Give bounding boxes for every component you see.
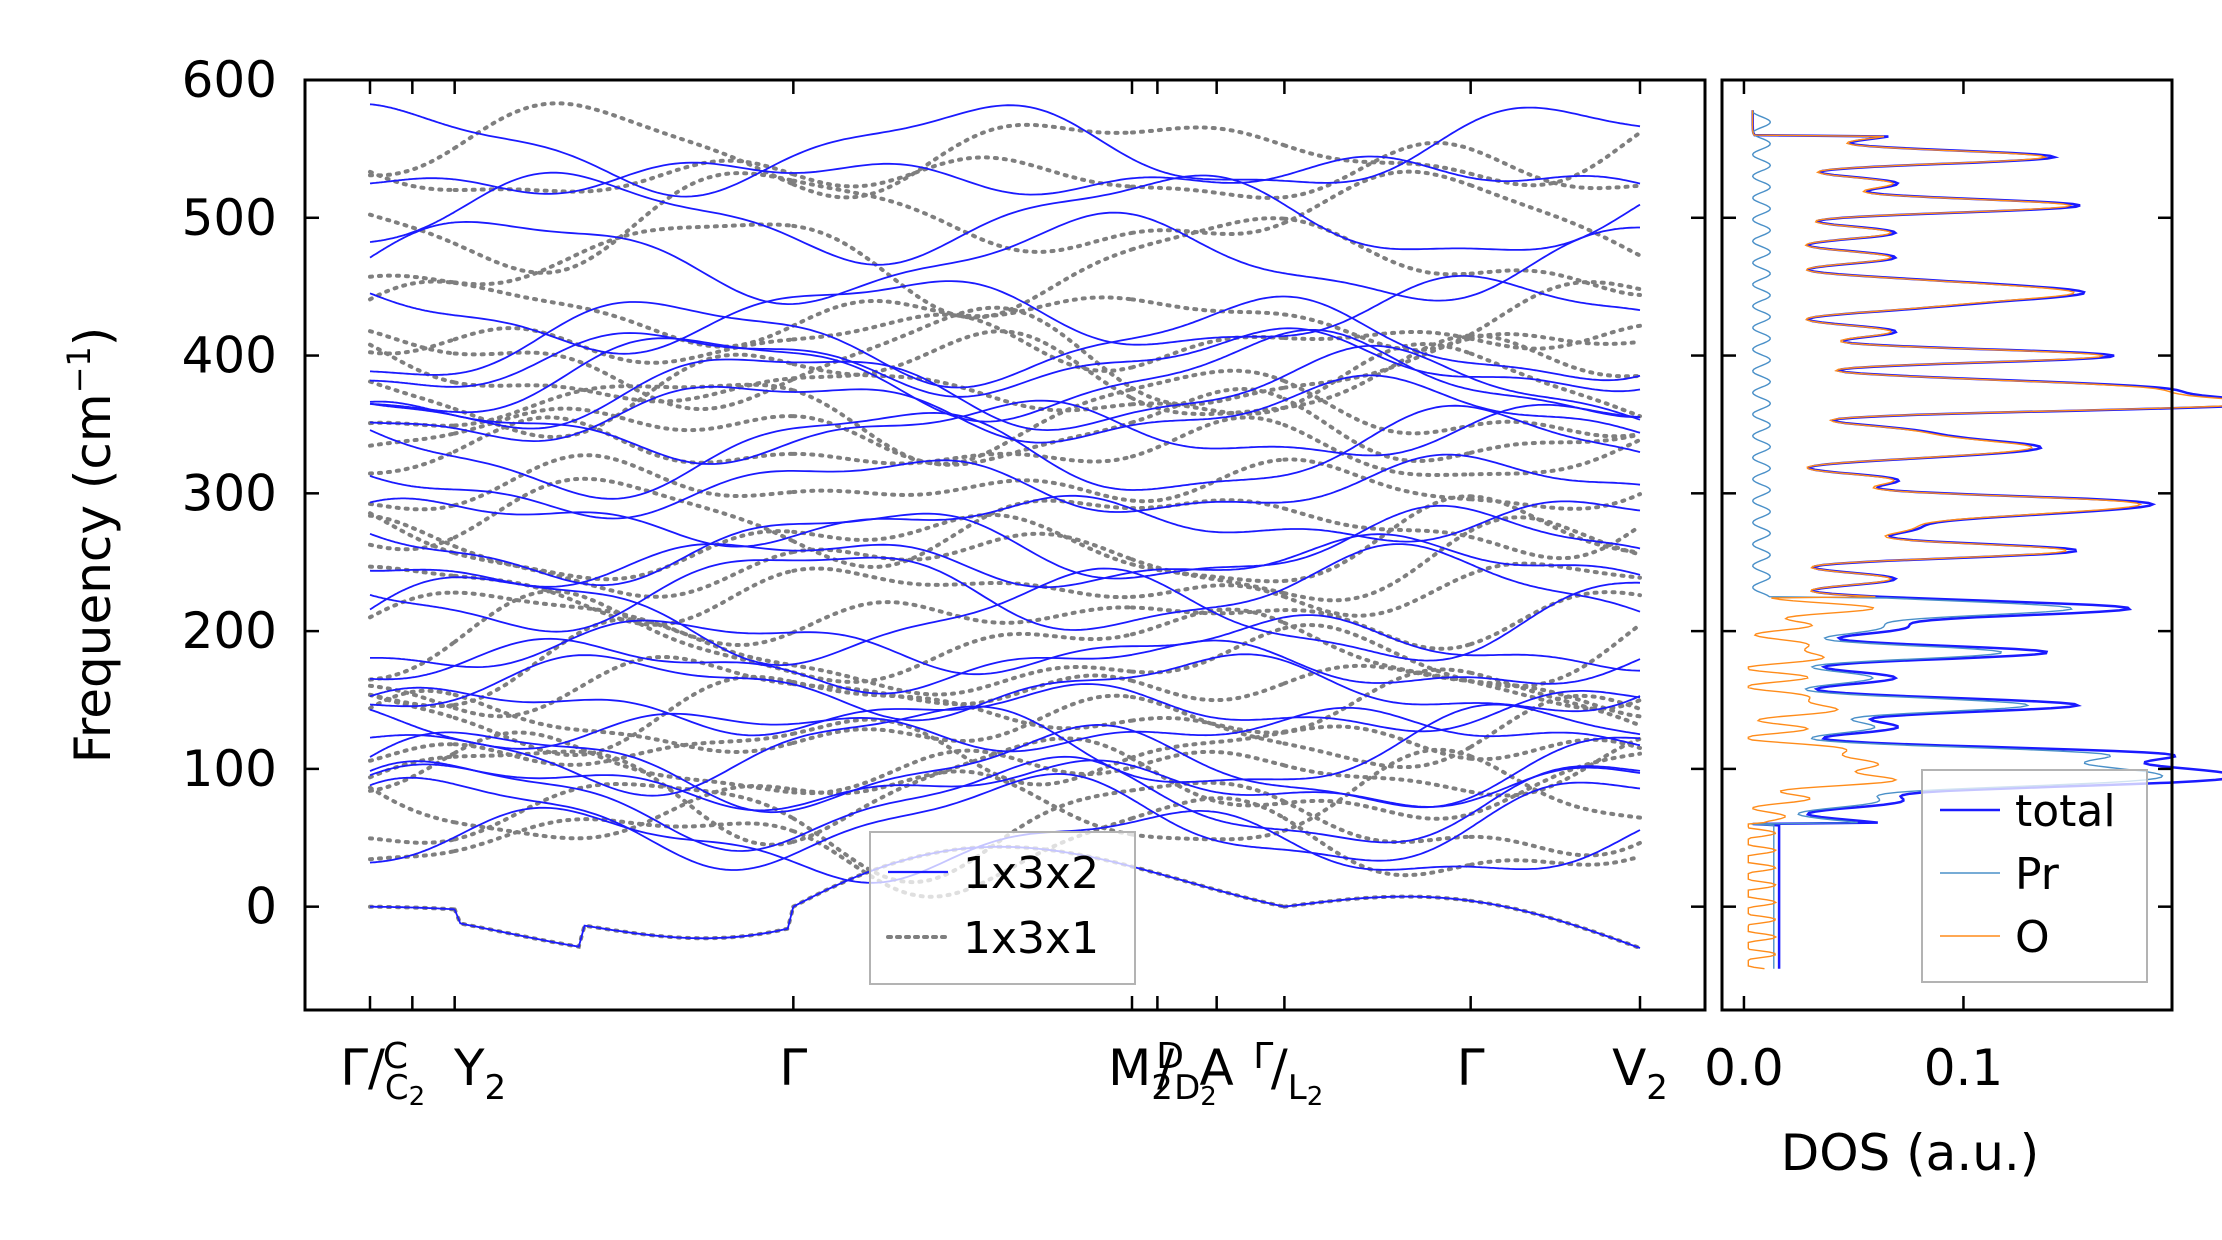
band-1x3x1	[368, 305, 1642, 412]
band-1x3x1	[368, 387, 1642, 467]
band-legend: 1x3x2 1x3x1	[869, 831, 1136, 985]
legend-label-1x3x2: 1x3x2	[963, 848, 1099, 899]
y-tick-label: 500	[182, 189, 277, 247]
band-1x3x2	[369, 723, 1641, 814]
band-1x3x2	[370, 329, 1641, 423]
band-1x3x1	[368, 453, 1642, 512]
band-1x3x2	[369, 772, 1641, 871]
x-tick-overlay-letter: D	[1156, 1036, 1184, 1077]
band-1x3x1	[368, 717, 1642, 787]
band-1x3x2	[369, 211, 1640, 306]
band-1x3x1	[368, 279, 1642, 353]
band-1x3x1	[368, 730, 1642, 798]
x-tick-label: A	[1200, 1039, 1234, 1097]
y-axis-title-superscript: −1	[60, 346, 98, 393]
band-1x3x1	[368, 513, 1642, 603]
legend-label-pr: Pr	[2015, 849, 2060, 900]
dos-x-tick-label: 0.0	[1704, 1039, 1784, 1097]
band-1x3x2	[369, 171, 1641, 266]
y-tick-label: 400	[182, 327, 277, 385]
y-axis-title-close: )	[64, 327, 122, 347]
band-1x3x1	[368, 688, 1642, 770]
x-tick-overlay-letter: Γ	[1253, 1036, 1273, 1077]
x-tick-label: Y2	[453, 1039, 506, 1108]
band-1x3x1	[368, 101, 1642, 200]
legend-label-o: O	[2015, 912, 2050, 963]
legend-label-total: total	[2015, 786, 2116, 837]
x-tick-label: Γ	[779, 1039, 807, 1097]
band-1x3x1	[368, 140, 1642, 200]
band-1x3x1	[368, 415, 1642, 477]
band-x-ticks: Γ/C2 Y2 Γ M2/D2A/L2 Γ V2C D Γ	[340, 80, 1668, 1112]
dos-lines	[1747, 110, 2222, 970]
band-1x3x2	[370, 295, 1641, 389]
band-1x3x1	[368, 341, 1642, 439]
band-1x3x2	[370, 327, 1641, 398]
band-1x3x2	[369, 533, 1641, 589]
band-1x3x2	[370, 614, 1641, 676]
band-1x3x1	[368, 216, 1642, 320]
band-1x3x2	[369, 275, 1641, 355]
x-tick-label: /D2	[1157, 1039, 1217, 1112]
dos-plot-frame	[1720, 78, 2174, 1012]
x-tick-label: /L2	[1271, 1039, 1323, 1112]
band-1x3x2	[369, 344, 1641, 432]
band-1x3x2	[369, 494, 1641, 548]
band-1x3x1	[368, 796, 1642, 899]
band-1x3x2	[369, 103, 1641, 198]
dos-legend: total Pr O	[1921, 769, 2148, 983]
y-tick-label: 200	[182, 602, 277, 660]
x-axis-title: DOS (a.u.)	[1781, 1124, 2040, 1182]
dos-pr-line	[1751, 110, 2164, 969]
band-1x3x2	[369, 155, 1641, 196]
band-1x3x2	[369, 543, 1641, 633]
band-lines	[368, 101, 1642, 950]
band-1x3x1	[368, 329, 1642, 417]
band-1x3x1	[368, 747, 1642, 842]
band-plot-frame	[303, 78, 1707, 1012]
y-tick-label: 600	[182, 51, 277, 109]
y-tick-label: 300	[182, 464, 277, 522]
y-tick-label: 100	[182, 740, 277, 798]
x-tick-label: M2	[1108, 1039, 1173, 1108]
band-1x3x2	[369, 653, 1641, 722]
x-tick-overlay-letter: C	[383, 1036, 408, 1077]
band-1x3x1	[368, 312, 1642, 373]
band-legend-frame	[869, 831, 1136, 985]
band-1x3x1	[368, 654, 1642, 719]
x-tick-label: V2	[1612, 1039, 1668, 1108]
band-1x3x2	[369, 567, 1641, 667]
y-axis-title: Frequency (cm−1)	[60, 327, 122, 764]
y-axis-title-main: Frequency (cm	[64, 393, 122, 763]
x-tick-label: Γ/C2	[340, 1039, 425, 1112]
x-tick-label: Γ	[1457, 1039, 1485, 1097]
band-1x3x1	[368, 476, 1642, 570]
band-1x3x2	[369, 453, 1641, 520]
band-1x3x2	[369, 703, 1641, 797]
band-1x3x2	[369, 683, 1641, 737]
dos-ticks: 0.0 0.1	[1704, 78, 2172, 1097]
dos-o-line	[1747, 110, 2222, 970]
dos-legend-frame	[1921, 769, 2148, 983]
band-1x3x1	[368, 736, 1642, 847]
dos-panel: 0.0 0.1 DOS (a.u.) total Pr O	[1704, 78, 2222, 1182]
band-y-ticks: 0 100 200 300 400 500 600	[182, 51, 1705, 936]
band-1x3x1	[368, 590, 1642, 651]
band-1x3x2	[369, 399, 1641, 465]
band-1x3x1	[368, 169, 1642, 275]
dos-x-tick-label: 0.1	[1924, 1039, 2004, 1097]
legend-label-1x3x1: 1x3x1	[963, 913, 1099, 964]
band-1x3x1	[368, 617, 1642, 711]
band-1x3x2	[369, 706, 1641, 753]
y-tick-label: 0	[245, 878, 277, 936]
band-1x3x2	[369, 759, 1641, 812]
